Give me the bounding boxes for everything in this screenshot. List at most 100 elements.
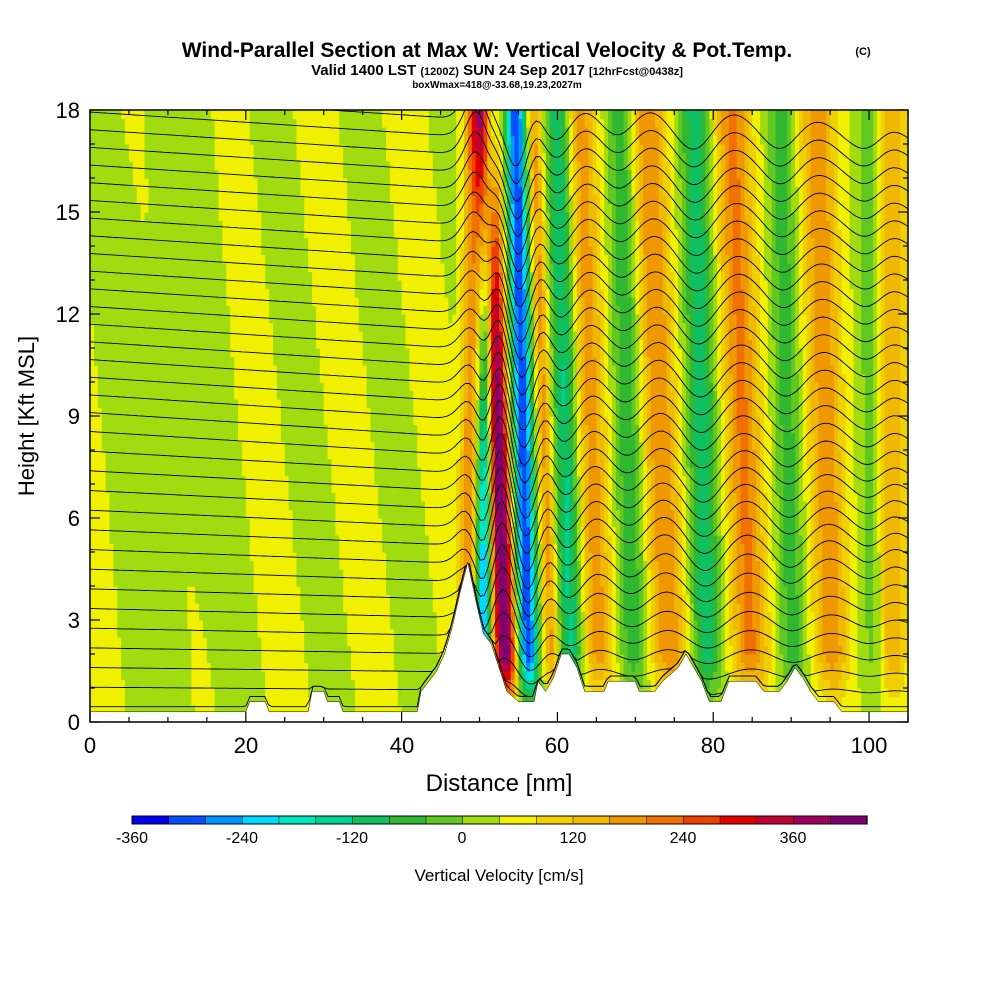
velocity-cell — [210, 305, 216, 315]
velocity-cell — [90, 637, 95, 647]
velocity-cell — [253, 526, 259, 536]
velocity-cell — [261, 297, 266, 307]
velocity-cell — [288, 399, 294, 409]
velocity-cell — [292, 135, 298, 145]
velocity-cell — [350, 348, 356, 358]
velocity-cell — [245, 254, 251, 264]
velocity-cell — [187, 620, 192, 630]
velocity-cell — [304, 586, 309, 596]
velocity-cell — [323, 620, 329, 630]
velocity-cell — [175, 322, 181, 332]
velocity-cell — [105, 416, 111, 426]
velocity-cell — [144, 271, 150, 281]
velocity-cell — [253, 339, 259, 349]
velocity-cell — [179, 501, 185, 511]
velocity-cell — [245, 662, 251, 672]
velocity-cell — [191, 450, 196, 460]
velocity-cell — [234, 169, 239, 179]
velocity-cell — [93, 263, 99, 273]
velocity-cell — [140, 339, 146, 349]
velocity-cell — [101, 407, 107, 417]
velocity-cell — [323, 263, 329, 273]
velocity-cell — [284, 416, 290, 426]
velocity-cell — [191, 161, 196, 171]
velocity-cell — [136, 135, 142, 145]
velocity-cell — [160, 246, 165, 256]
velocity-cell — [234, 271, 239, 281]
velocity-cell — [206, 237, 212, 247]
velocity-cell — [292, 297, 298, 307]
velocity-cell — [140, 433, 146, 443]
velocity-cell — [257, 390, 262, 400]
velocity-cell — [230, 535, 235, 545]
velocity-cell — [273, 254, 278, 264]
velocity-cell — [125, 195, 130, 205]
velocity-cell — [280, 271, 286, 281]
velocity-cell — [296, 696, 301, 706]
velocity-cell — [187, 492, 192, 502]
velocity-cell — [132, 620, 138, 630]
velocity-cell — [257, 620, 262, 630]
velocity-cell — [261, 263, 266, 273]
velocity-cell — [238, 688, 243, 698]
velocity-cell — [179, 203, 185, 213]
velocity-cell — [164, 671, 169, 681]
velocity-cell — [226, 297, 231, 307]
velocity-cell — [296, 705, 301, 715]
velocity-cell — [93, 577, 99, 587]
velocity-cell — [280, 645, 286, 655]
velocity-cell — [109, 373, 114, 383]
velocity-cell — [276, 705, 282, 715]
velocity-cell — [226, 186, 231, 196]
velocity-cell — [113, 288, 118, 298]
velocity-cell — [319, 399, 325, 409]
velocity-cell — [269, 662, 274, 672]
velocity-cell — [257, 263, 262, 273]
velocity-cell — [206, 441, 212, 451]
velocity-cell — [226, 237, 231, 247]
velocity-cell — [304, 203, 309, 213]
velocity-cell — [156, 450, 161, 460]
velocity-cell — [327, 135, 333, 145]
velocity-cell — [93, 458, 99, 468]
velocity-cell — [269, 424, 274, 434]
velocity-cell — [210, 433, 216, 443]
velocity-cell — [222, 220, 227, 230]
velocity-cell — [214, 560, 220, 570]
velocity-cell — [140, 263, 146, 273]
velocity-cell — [343, 552, 348, 562]
velocity-cell — [304, 424, 309, 434]
velocity-cell — [222, 611, 227, 621]
velocity-cell — [249, 314, 255, 324]
velocity-cell — [202, 679, 208, 689]
velocity-cell — [331, 322, 336, 332]
velocity-cell — [195, 492, 200, 502]
velocity-cell — [257, 526, 262, 536]
velocity-cell — [230, 501, 235, 511]
velocity-cell — [140, 390, 146, 400]
velocity-cell — [206, 280, 212, 290]
velocity-cell — [327, 263, 333, 273]
velocity-cell — [249, 450, 255, 460]
velocity-cell — [288, 424, 294, 434]
velocity-cell — [179, 212, 185, 222]
velocity-cell — [245, 152, 251, 162]
velocity-cell — [273, 637, 278, 647]
velocity-cell — [121, 297, 126, 307]
velocity-cell — [265, 169, 270, 179]
velocity-cell — [195, 654, 200, 664]
velocity-cell — [93, 254, 99, 264]
velocity-cell — [257, 280, 262, 290]
velocity-cell — [206, 288, 212, 298]
velocity-cell — [249, 178, 255, 188]
velocity-cell — [354, 620, 360, 630]
velocity-cell — [199, 671, 204, 681]
velocity-cell — [323, 484, 329, 494]
velocity-cell — [230, 144, 235, 154]
velocity-cell — [90, 203, 95, 213]
velocity-cell — [218, 220, 224, 230]
velocity-cell — [226, 637, 231, 647]
velocity-cell — [276, 620, 282, 630]
subtitle-valid: Valid 1400 LST — [311, 62, 416, 79]
velocity-cell — [175, 679, 181, 689]
